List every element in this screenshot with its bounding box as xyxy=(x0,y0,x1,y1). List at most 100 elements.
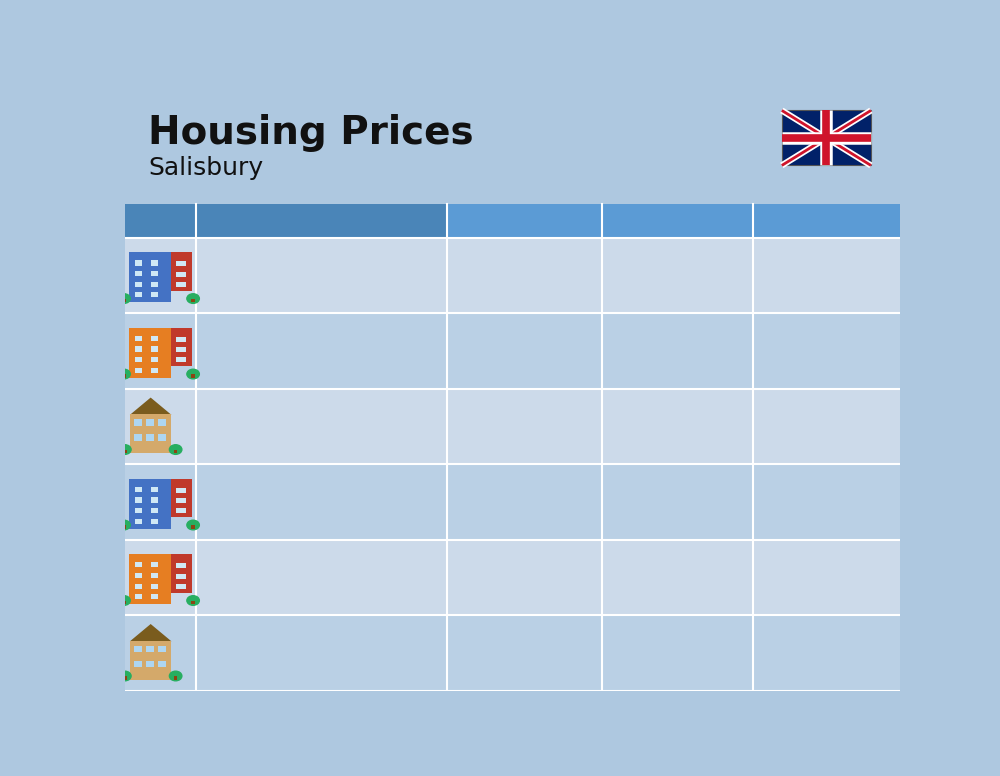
Text: 2-Bedroom Apartment: 2-Bedroom Apartment xyxy=(206,634,415,652)
FancyBboxPatch shape xyxy=(191,299,195,303)
Text: $190,000: $190,000 xyxy=(793,504,859,518)
Text: 61,000 GBP: 61,000 GBP xyxy=(475,559,573,577)
FancyBboxPatch shape xyxy=(135,594,142,599)
Circle shape xyxy=(187,369,199,379)
Text: 76,000 GBP: 76,000 GBP xyxy=(628,483,726,501)
Text: 1-Bedroom Apartment: 1-Bedroom Apartment xyxy=(206,354,361,368)
FancyBboxPatch shape xyxy=(135,518,142,524)
Text: Monthly Rent: Monthly Rent xyxy=(206,332,331,350)
Circle shape xyxy=(118,520,130,530)
FancyBboxPatch shape xyxy=(158,660,166,667)
FancyBboxPatch shape xyxy=(151,282,158,286)
FancyBboxPatch shape xyxy=(129,252,171,303)
FancyBboxPatch shape xyxy=(129,327,171,378)
Circle shape xyxy=(119,445,131,454)
FancyBboxPatch shape xyxy=(176,584,186,589)
FancyBboxPatch shape xyxy=(129,479,171,529)
FancyBboxPatch shape xyxy=(135,487,142,492)
Text: $320: $320 xyxy=(507,279,542,293)
Text: $480: $480 xyxy=(507,354,542,368)
FancyBboxPatch shape xyxy=(146,419,154,426)
Text: Price: Price xyxy=(206,504,239,518)
FancyBboxPatch shape xyxy=(135,292,142,297)
Polygon shape xyxy=(130,624,171,641)
FancyBboxPatch shape xyxy=(125,539,900,615)
Text: $97,000: $97,000 xyxy=(649,504,706,518)
Text: $130,000: $130,000 xyxy=(491,656,557,670)
Text: $1,900: $1,900 xyxy=(802,354,851,368)
Circle shape xyxy=(169,445,182,454)
Text: 51,000 GBP: 51,000 GBP xyxy=(475,483,573,501)
Text: 380 GBP: 380 GBP xyxy=(642,257,713,275)
Text: Price: Price xyxy=(206,580,239,594)
FancyBboxPatch shape xyxy=(129,554,171,605)
FancyBboxPatch shape xyxy=(135,508,142,513)
FancyBboxPatch shape xyxy=(171,327,192,366)
FancyBboxPatch shape xyxy=(151,573,158,578)
FancyBboxPatch shape xyxy=(130,641,171,680)
FancyBboxPatch shape xyxy=(176,337,186,342)
FancyBboxPatch shape xyxy=(123,676,127,680)
Text: Studio Apartment: Studio Apartment xyxy=(206,483,373,501)
Text: 610,000 GBP: 610,000 GBP xyxy=(772,634,880,652)
FancyBboxPatch shape xyxy=(171,554,192,593)
Text: $650: $650 xyxy=(507,429,542,443)
Circle shape xyxy=(169,671,182,681)
FancyBboxPatch shape xyxy=(135,282,142,286)
Text: $480: $480 xyxy=(660,279,695,293)
FancyBboxPatch shape xyxy=(125,203,447,237)
FancyBboxPatch shape xyxy=(174,449,177,453)
FancyBboxPatch shape xyxy=(782,110,871,165)
FancyBboxPatch shape xyxy=(171,479,192,518)
FancyBboxPatch shape xyxy=(135,261,142,265)
Text: $770: $770 xyxy=(660,354,695,368)
Circle shape xyxy=(187,596,199,605)
FancyBboxPatch shape xyxy=(135,584,142,589)
Text: $130,000: $130,000 xyxy=(644,580,710,594)
FancyBboxPatch shape xyxy=(176,347,186,352)
FancyBboxPatch shape xyxy=(191,374,195,378)
Circle shape xyxy=(119,671,131,681)
Text: 510 GBP: 510 GBP xyxy=(488,407,560,425)
Text: MIN: MIN xyxy=(501,211,547,230)
Text: Monthly Rent: Monthly Rent xyxy=(206,407,331,425)
FancyBboxPatch shape xyxy=(176,262,186,266)
FancyBboxPatch shape xyxy=(176,508,186,514)
FancyBboxPatch shape xyxy=(176,488,186,493)
FancyBboxPatch shape xyxy=(191,525,195,529)
FancyBboxPatch shape xyxy=(151,584,158,589)
Text: 610 GBP: 610 GBP xyxy=(642,332,713,350)
FancyBboxPatch shape xyxy=(151,508,158,513)
Text: Housing Prices: Housing Prices xyxy=(148,114,474,152)
FancyBboxPatch shape xyxy=(151,292,158,297)
FancyBboxPatch shape xyxy=(151,261,158,265)
FancyBboxPatch shape xyxy=(135,271,142,276)
Circle shape xyxy=(187,294,199,303)
FancyBboxPatch shape xyxy=(191,601,195,605)
FancyBboxPatch shape xyxy=(151,346,158,352)
FancyBboxPatch shape xyxy=(158,646,166,653)
Circle shape xyxy=(118,596,130,605)
Text: AVG: AVG xyxy=(653,211,701,230)
Polygon shape xyxy=(130,397,171,415)
FancyBboxPatch shape xyxy=(151,271,158,276)
FancyBboxPatch shape xyxy=(125,389,900,464)
Text: 150,000 GBP: 150,000 GBP xyxy=(772,483,880,501)
FancyBboxPatch shape xyxy=(135,357,142,362)
Text: $770,000: $770,000 xyxy=(794,656,859,670)
FancyBboxPatch shape xyxy=(151,563,158,567)
Text: $390,000: $390,000 xyxy=(644,656,710,670)
FancyBboxPatch shape xyxy=(135,346,142,352)
Text: $65,000: $65,000 xyxy=(496,504,553,518)
FancyBboxPatch shape xyxy=(134,660,142,667)
FancyBboxPatch shape xyxy=(130,414,171,453)
Text: 310,000 GBP: 310,000 GBP xyxy=(623,634,731,652)
Text: $480,000: $480,000 xyxy=(793,580,859,594)
Text: Price: Price xyxy=(206,656,239,670)
FancyBboxPatch shape xyxy=(125,314,900,389)
FancyBboxPatch shape xyxy=(135,573,142,578)
FancyBboxPatch shape xyxy=(151,336,158,341)
FancyBboxPatch shape xyxy=(151,594,158,599)
FancyBboxPatch shape xyxy=(151,357,158,362)
FancyBboxPatch shape xyxy=(176,563,186,569)
